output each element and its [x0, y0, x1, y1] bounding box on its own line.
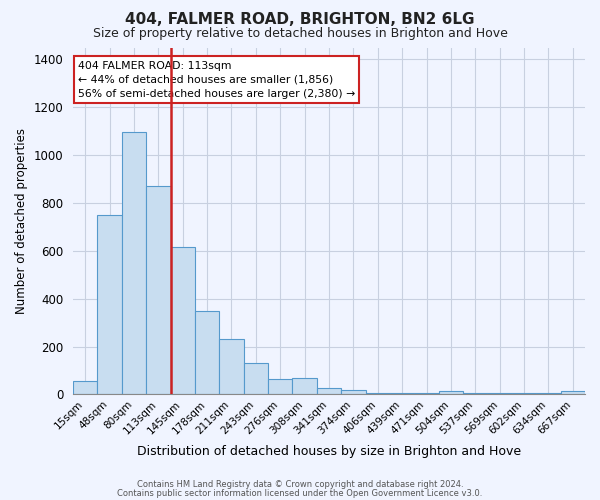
Text: 404, FALMER ROAD, BRIGHTON, BN2 6LG: 404, FALMER ROAD, BRIGHTON, BN2 6LG — [125, 12, 475, 28]
Text: Contains public sector information licensed under the Open Government Licence v3: Contains public sector information licen… — [118, 488, 482, 498]
X-axis label: Distribution of detached houses by size in Brighton and Hove: Distribution of detached houses by size … — [137, 444, 521, 458]
Bar — [146, 186, 170, 394]
Text: Contains HM Land Registry data © Crown copyright and database right 2024.: Contains HM Land Registry data © Crown c… — [137, 480, 463, 489]
Bar — [170, 248, 195, 394]
Bar — [317, 388, 341, 394]
Text: 404 FALMER ROAD: 113sqm
← 44% of detached houses are smaller (1,856)
56% of semi: 404 FALMER ROAD: 113sqm ← 44% of detache… — [78, 60, 355, 98]
Bar — [268, 379, 292, 394]
Bar — [292, 378, 317, 394]
Bar — [195, 310, 220, 394]
Bar — [73, 382, 97, 394]
Bar — [97, 215, 122, 394]
Bar — [560, 391, 585, 394]
Bar — [122, 132, 146, 394]
Y-axis label: Number of detached properties: Number of detached properties — [15, 128, 28, 314]
Text: Size of property relative to detached houses in Brighton and Hove: Size of property relative to detached ho… — [92, 28, 508, 40]
Bar — [341, 390, 365, 394]
Bar — [439, 391, 463, 394]
Bar — [244, 364, 268, 394]
Bar — [220, 340, 244, 394]
